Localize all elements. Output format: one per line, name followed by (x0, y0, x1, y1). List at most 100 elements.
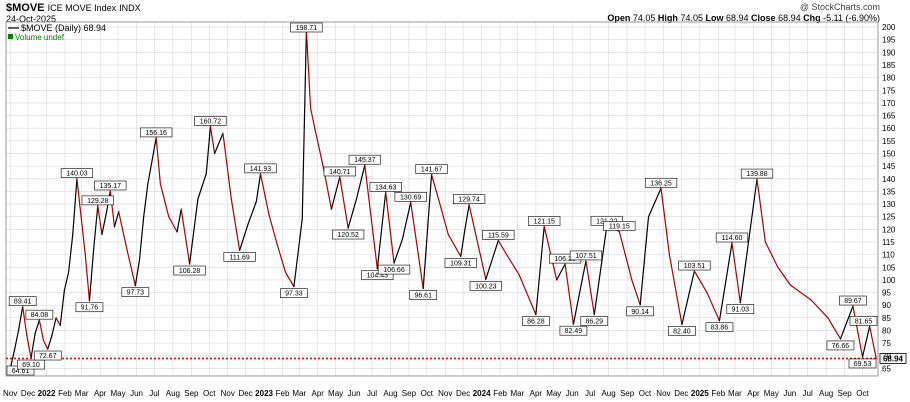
x-tick-label: 2024 (473, 389, 491, 398)
series-segment (293, 218, 303, 288)
value-label-text: 135.17 (100, 183, 122, 190)
value-label-box (839, 295, 867, 306)
x-tick-label: Nov (3, 389, 17, 398)
series-segment (497, 239, 508, 256)
value-label-text: 145.37 (354, 157, 376, 164)
series-segment (777, 266, 791, 286)
series-segment (30, 332, 36, 359)
value-label-text: 121.15 (534, 218, 556, 225)
x-tick-label: Aug (601, 389, 615, 398)
value-label-text: 96.61 (414, 292, 432, 299)
value-label-text: 134.63 (375, 184, 397, 191)
copyright[interactable]: @ StockCharts.com (799, 2, 880, 12)
value-label-text: 141.67 (421, 167, 443, 174)
series-segment (76, 178, 82, 218)
x-tick-label: May (546, 389, 561, 398)
x-tick-label: Feb (493, 389, 507, 398)
x-tick-label: Oct (856, 389, 869, 398)
series-segment (476, 241, 487, 280)
series-segment (869, 325, 877, 360)
value-label-text: 106.66 (383, 267, 405, 274)
series-segment (93, 205, 99, 251)
value-label-box (603, 221, 636, 231)
x-tick-label: Sep (184, 389, 199, 398)
value-label-text: 86.28 (527, 319, 545, 326)
series-segment (176, 208, 182, 233)
series-segment (693, 270, 708, 294)
value-label-box (644, 177, 678, 188)
value-label-box (223, 252, 256, 262)
value-label-text: 91.03 (732, 307, 750, 314)
x-tick-label: May (328, 389, 343, 398)
series-segment (660, 187, 670, 256)
x-tick-label: Nov (438, 389, 452, 398)
value-label-text: 129.28 (87, 198, 109, 205)
value-label-box (580, 316, 609, 326)
value-label-text: 139.88 (746, 171, 768, 178)
value-label-text: 103.51 (684, 263, 706, 270)
value-label-text: 72.67 (39, 353, 57, 360)
grid (6, 22, 878, 376)
value-labels: 64.61 89.41 69.10 84.08 72.67 140.03 91.76 129.… (6, 22, 878, 376)
value-label-text: 114.60 (722, 235, 743, 242)
series-segment (222, 132, 232, 200)
x-tick-label: May (110, 389, 125, 398)
x-tick-label: Apr (530, 389, 543, 398)
value-label-box (409, 290, 438, 300)
value-label-box (244, 163, 277, 174)
series-segment (205, 125, 212, 175)
y-tick-label: 90 (882, 301, 891, 310)
y-tick-label: 195 (882, 36, 896, 45)
series-segment (301, 29, 308, 220)
series-segment (84, 254, 91, 302)
value-label-box (8, 296, 37, 306)
series-segment (347, 198, 358, 229)
close-value-tag-text: 68.94 (883, 354, 904, 363)
x-tick-label: Oct (203, 389, 216, 398)
x-tick-label: Nov (656, 389, 670, 398)
series-segment (647, 187, 662, 218)
series-segment (47, 334, 53, 350)
high-value: 74.05 (680, 13, 703, 23)
series-segment (88, 248, 95, 302)
series-segment (852, 305, 864, 358)
series-segment (564, 263, 575, 325)
value-label-text: 156.16 (145, 130, 167, 137)
value-label-text: 140.03 (66, 171, 88, 178)
value-label-text: 89.67 (844, 298, 862, 305)
change-value: -5.11 (-6.90%) (823, 13, 880, 23)
y-tick-label: 110 (882, 251, 895, 260)
value-label-box (715, 232, 749, 243)
value-label-text: 82.40 (673, 328, 691, 335)
series-segment (13, 329, 20, 352)
y-tick-label: 75 (882, 339, 891, 348)
value-label-text: 86.29 (586, 319, 604, 326)
value-label-box (290, 22, 323, 33)
value-label-text: 82.49 (565, 328, 583, 335)
series-segment (113, 211, 120, 228)
y-tick-label: 165 (882, 112, 896, 121)
value-label-text: 83.86 (711, 325, 729, 332)
series-segment (126, 248, 136, 287)
price-line (9, 29, 877, 371)
y-tick-label: 120 (882, 225, 896, 234)
x-tick-label: Mar (75, 389, 89, 398)
ohlc-readout: Open 74.05 High 74.05 Low 68.94 Close 68… (607, 13, 880, 23)
series-segment (364, 164, 374, 235)
value-label-text: 91.76 (81, 305, 99, 312)
value-label-text: 64.61 (12, 368, 30, 375)
value-label-box (25, 309, 54, 320)
series-segment (543, 225, 558, 281)
series-segment (706, 291, 721, 322)
x-tick-label: Sep (838, 389, 853, 398)
series-segment (259, 173, 270, 215)
reference-line: 68.94 (6, 353, 907, 364)
value-label-box (569, 250, 603, 261)
series-segment (247, 200, 257, 225)
value-label-box (528, 216, 561, 226)
value-label-text: 141.93 (250, 166, 272, 173)
series-segment (209, 125, 216, 155)
y-tick-label: 160 (882, 124, 896, 133)
